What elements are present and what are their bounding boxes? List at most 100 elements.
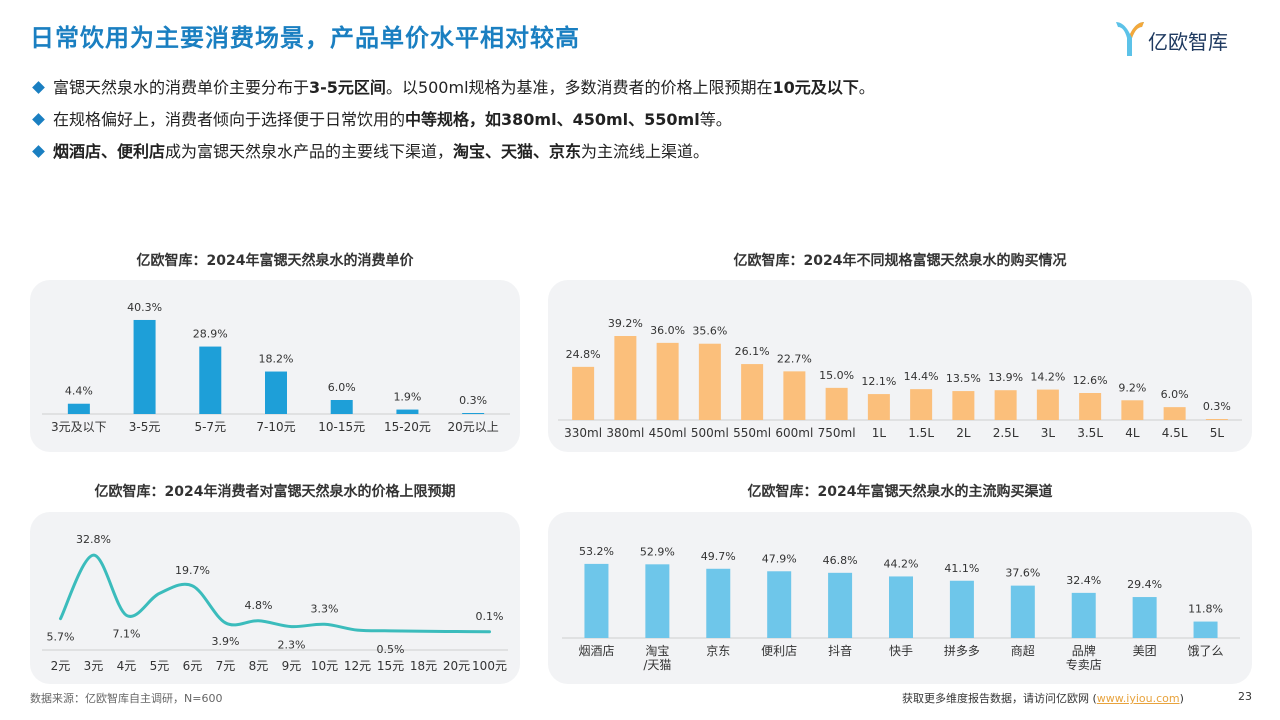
category-label: 450ml — [649, 426, 687, 440]
bar — [462, 413, 485, 414]
diamond-bullet-icon — [32, 113, 45, 126]
footer-more-info: 获取更多维度报告数据，请访问亿欧网 (www.iyiou.com) — [902, 690, 1184, 706]
chart-title-channel: 亿欧智库：2024年富锶天然泉水的主流购买渠道 — [747, 484, 1053, 500]
point-value-label: 3.9% — [212, 635, 240, 648]
bar — [330, 400, 353, 414]
category-label: 快手 — [889, 644, 913, 658]
category-label: 京东 — [706, 644, 730, 658]
data-source-note: 数据来源：亿欧智库自主调研，N=600 — [30, 692, 223, 705]
category-label: 2.5L — [993, 426, 1019, 440]
logo-text: 亿欧智库 — [1148, 30, 1228, 54]
bar — [1163, 407, 1186, 420]
point-value-label: 0.5% — [377, 643, 405, 656]
category-label: 美团 — [1133, 644, 1157, 658]
category-label: 550ml — [733, 426, 771, 440]
bar-value-label: 13.9% — [988, 371, 1023, 384]
bar-value-label: 36.0% — [650, 324, 685, 337]
bar-value-label: 14.2% — [1030, 371, 1065, 384]
category-label: 淘宝/天猫 — [643, 644, 671, 672]
bar-value-label: 47.9% — [762, 552, 797, 565]
footer-more-suffix: ) — [1179, 692, 1184, 705]
bar-value-label: 35.6% — [692, 325, 727, 338]
point-value-label: 32.8% — [76, 533, 111, 546]
category-label: 2元 — [51, 659, 71, 673]
category-label: 5L — [1210, 426, 1225, 440]
bar — [783, 371, 806, 420]
bullet-text: 为主流线上渠道。 — [581, 142, 710, 161]
bar — [656, 342, 679, 420]
bar-value-label: 0.3% — [459, 394, 487, 407]
category-label: 5元 — [150, 659, 170, 673]
bullet-text: 等。 — [699, 110, 732, 129]
bar-value-label: 37.6% — [1005, 567, 1040, 580]
bar — [825, 387, 848, 420]
point-value-label: 0.1% — [476, 610, 504, 623]
bar — [265, 371, 287, 414]
bar — [1205, 419, 1228, 420]
category-label: 3元 — [84, 659, 104, 673]
iyiou-logo-icon — [1116, 22, 1144, 56]
bar — [767, 571, 792, 638]
category-label: 12元 — [344, 659, 371, 673]
category-label: 4元 — [117, 659, 137, 673]
bar-value-label: 9.2% — [1118, 381, 1146, 394]
chart-panel-price-ceiling: 5.7% 32.8% 7.1% 19.7% 3.9% 4.8% 2.3% 3.3% 0.5% 0.… — [30, 512, 520, 684]
bar — [910, 389, 933, 420]
bar — [952, 391, 975, 420]
chart-title-price-ceiling: 亿欧智库：2024年消费者对富锶天然泉水的价格上限预期 — [94, 484, 456, 500]
bar — [994, 390, 1017, 420]
bar-value-label: 0.3% — [1203, 400, 1231, 413]
category-label: 330ml — [564, 426, 602, 440]
category-label: 品牌专卖店 — [1066, 644, 1102, 672]
bar — [645, 564, 670, 638]
bar — [706, 568, 731, 638]
category-label: 4.5L — [1162, 426, 1188, 440]
iyiou-website-link[interactable]: www.iyiou.com — [1096, 692, 1180, 705]
bar-value-label: 28.9% — [193, 328, 228, 341]
bullet-highlight: 淘宝、天猫、京东 — [453, 142, 582, 161]
category-label: 7-10元 — [256, 420, 295, 434]
category-label: 便利店 — [761, 644, 797, 658]
bar — [67, 403, 90, 414]
category-label: 10-15元 — [318, 420, 365, 434]
bar-value-label: 14.4% — [904, 370, 939, 383]
category-label: 15元 — [377, 659, 404, 673]
chart-title-unit-price: 亿欧智库：2024年富锶天然泉水的消费单价 — [136, 253, 414, 269]
bullet-text: 在规格偏好上，消费者倾向于选择便于日常饮用的 — [53, 110, 406, 129]
category-label: 20元 — [443, 659, 470, 673]
chart-panel-unit-price: 4.4% 3元及以下 40.3% 3-5元 28.9% 5-7元 18.2% 7-10元 6.0… — [30, 280, 520, 452]
footer-more-prefix: 获取更多维度报告数据，请访问亿欧网 ( — [902, 692, 1097, 705]
bar — [1132, 597, 1157, 638]
bar — [867, 394, 890, 420]
bar — [614, 336, 637, 420]
chart-panel-channel: 53.2% 烟酒店 52.9% 淘宝/天猫 49.7% 京东 47.9% 便利店 46.8% 抖音… — [548, 512, 1252, 684]
bullet-highlight: 中等规格，如380ml、450ml、550ml — [405, 110, 700, 129]
bar — [584, 563, 609, 638]
spec-bar-chart: 24.8% 330ml 39.2% 380ml 36.0% 450ml 35.6% 500ml… — [558, 317, 1242, 440]
bar — [572, 366, 595, 420]
bar-value-label: 6.0% — [1161, 388, 1189, 401]
category-label: 7元 — [216, 659, 236, 673]
bar — [1079, 393, 1102, 420]
brand-logo: 亿欧智库 — [1114, 18, 1254, 60]
bar-value-label: 46.8% — [823, 554, 858, 567]
category-label: 18元 — [410, 659, 437, 673]
diamond-bullet-icon — [32, 81, 45, 94]
category-label: 饿了么 — [1188, 644, 1224, 658]
category-label: 烟酒店 — [578, 644, 614, 658]
point-value-label: 19.7% — [175, 564, 210, 577]
bar-value-label: 29.4% — [1127, 578, 1162, 591]
bar — [1193, 621, 1218, 638]
bar-value-label: 32.4% — [1066, 574, 1101, 587]
point-value-label: 3.3% — [311, 602, 339, 615]
category-label: 15-20元 — [384, 420, 431, 434]
bar-value-label: 39.2% — [608, 317, 643, 330]
key-findings-list: 富锶天然泉水的消费单价主要分布于3-5元区间。以500ml规格为基准，多数消费者… — [30, 74, 1250, 170]
category-label: 3元及以下 — [51, 420, 107, 434]
bullet-item: 在规格偏好上，消费者倾向于选择便于日常饮用的中等规格，如380ml、450ml、… — [30, 106, 1250, 138]
bullet-text: 富锶天然泉水的消费单价主要分布于 — [53, 78, 310, 97]
bar-value-label: 49.7% — [701, 550, 736, 563]
category-label: 商超 — [1011, 643, 1035, 658]
point-value-label: 2.3% — [278, 639, 306, 652]
category-label: 抖音 — [828, 643, 852, 658]
